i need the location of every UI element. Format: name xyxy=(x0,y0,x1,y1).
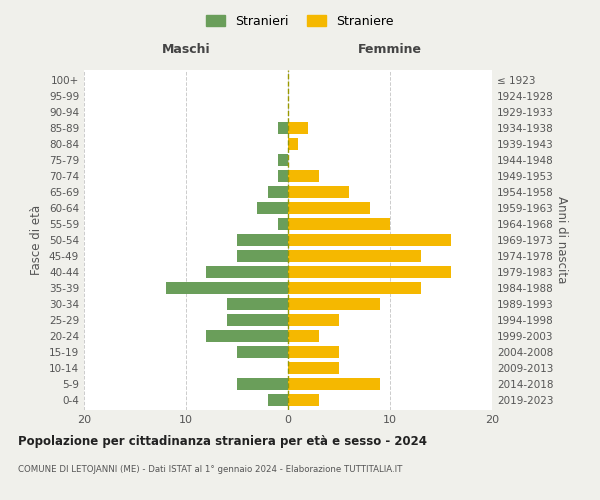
Bar xyxy=(227,298,288,310)
Bar xyxy=(288,218,390,230)
Text: COMUNE DI LETOJANNI (ME) - Dati ISTAT al 1° gennaio 2024 - Elaborazione TUTTITAL: COMUNE DI LETOJANNI (ME) - Dati ISTAT al… xyxy=(18,465,403,474)
Legend: Stranieri, Straniere: Stranieri, Straniere xyxy=(203,11,397,32)
Bar xyxy=(278,154,288,166)
Bar xyxy=(288,362,339,374)
Bar xyxy=(278,122,288,134)
Bar xyxy=(278,170,288,182)
Text: Femmine: Femmine xyxy=(358,44,422,57)
Bar xyxy=(288,282,421,294)
Bar xyxy=(268,394,288,406)
Bar xyxy=(288,186,349,198)
Bar xyxy=(237,346,288,358)
Bar xyxy=(237,234,288,246)
Bar xyxy=(288,170,319,182)
Bar xyxy=(288,266,451,278)
Bar xyxy=(206,266,288,278)
Bar xyxy=(288,202,370,214)
Bar xyxy=(237,378,288,390)
Bar xyxy=(206,330,288,342)
Bar xyxy=(227,314,288,326)
Bar xyxy=(288,330,319,342)
Bar xyxy=(237,250,288,262)
Bar xyxy=(288,138,298,150)
Text: Maschi: Maschi xyxy=(161,44,211,57)
Bar xyxy=(288,394,319,406)
Bar xyxy=(278,218,288,230)
Bar xyxy=(288,122,308,134)
Bar xyxy=(288,298,380,310)
Bar xyxy=(288,346,339,358)
Bar xyxy=(257,202,288,214)
Y-axis label: Fasce di età: Fasce di età xyxy=(31,205,43,275)
Text: Popolazione per cittadinanza straniera per età e sesso - 2024: Popolazione per cittadinanza straniera p… xyxy=(18,435,427,448)
Bar xyxy=(288,250,421,262)
Y-axis label: Anni di nascita: Anni di nascita xyxy=(554,196,568,284)
Bar xyxy=(288,314,339,326)
Bar xyxy=(288,234,451,246)
Bar xyxy=(268,186,288,198)
Bar xyxy=(166,282,288,294)
Bar xyxy=(288,378,380,390)
